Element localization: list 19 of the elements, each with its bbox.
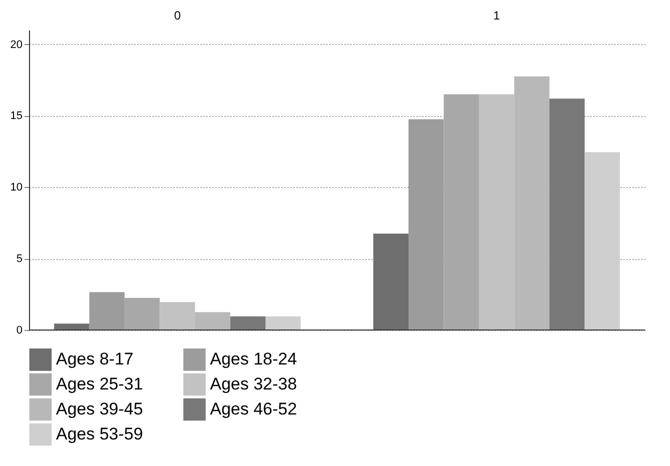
legend-label: Ages 46-52 [210, 400, 297, 418]
legend-label: Ages 53-59 [56, 424, 143, 444]
bar [230, 316, 266, 330]
y-tick-label: 15 [10, 110, 22, 122]
bar [265, 316, 301, 330]
legend-label: Ages 8-17 [56, 350, 134, 369]
y-tick-label: 20 [10, 38, 22, 51]
legend-label: Ages 39-45 [56, 400, 143, 418]
legend-label: Ages 32-38 [210, 374, 297, 394]
y-tick-label: 5 [16, 253, 22, 266]
y-tick-label: 10 [10, 182, 22, 194]
bar [549, 98, 585, 330]
bar [373, 234, 409, 330]
bar [54, 324, 90, 330]
x-tick-label: 1 [493, 8, 500, 22]
legend-label: Ages 25-31 [56, 374, 143, 394]
bar [584, 152, 620, 330]
legend-label: Ages 18-24 [210, 350, 297, 369]
y-tick-label: 0 [16, 324, 22, 336]
